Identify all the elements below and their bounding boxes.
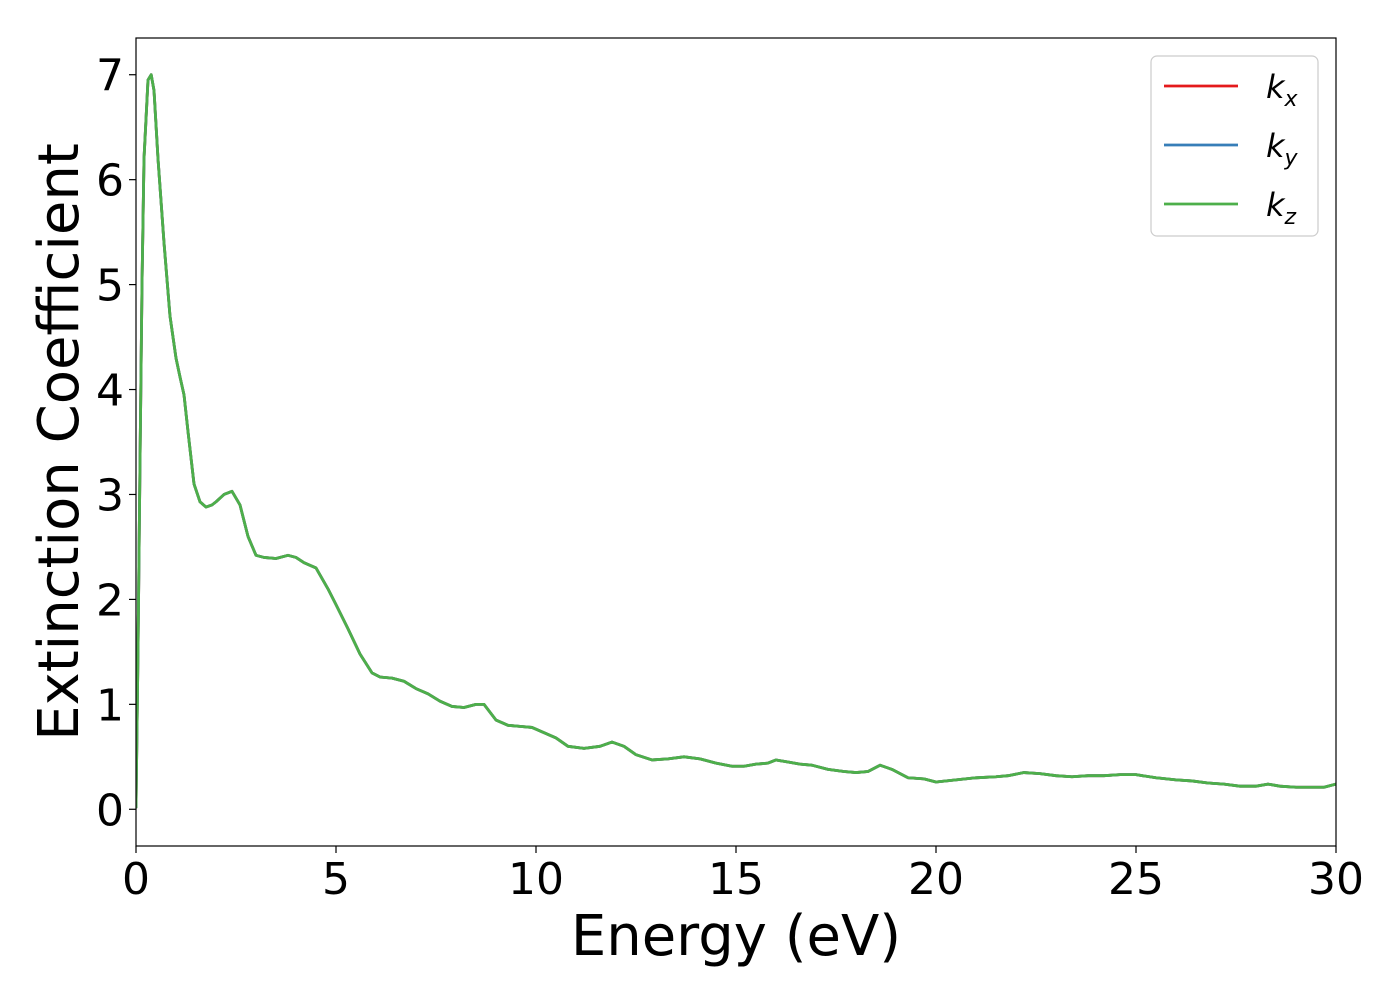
x-axis-ticks: 0 5 10 15 20 25 30 <box>122 846 1364 905</box>
x-tick-label: 10 <box>508 854 564 905</box>
legend-label-z: kz <box>1266 186 1297 230</box>
legend-label-y: ky <box>1266 127 1299 171</box>
x-tick-label: 25 <box>1108 854 1164 905</box>
x-tick-label: 20 <box>908 854 964 905</box>
x-tick-label: 30 <box>1308 854 1364 905</box>
x-tick-label: 5 <box>322 854 350 905</box>
x-axis-title: Energy (eV) <box>571 904 901 969</box>
y-tick-label: 6 <box>96 156 124 207</box>
legend-label-x: kx <box>1266 68 1299 112</box>
y-tick-label: 7 <box>96 51 124 102</box>
x-tick-label: 0 <box>122 854 150 905</box>
y-tick-label: 1 <box>96 680 124 731</box>
legend: kx ky kz <box>1150 55 1319 237</box>
x-tick-label: 15 <box>708 854 764 905</box>
y-axis-ticks: 0 1 2 3 4 5 6 7 <box>96 51 136 836</box>
plot-layer <box>136 73 1336 809</box>
series-line-z <box>136 73 1336 809</box>
y-tick-label: 0 <box>96 785 124 836</box>
y-tick-label: 4 <box>96 366 124 417</box>
y-axis-title: Extinction Coefficient <box>27 143 92 741</box>
y-tick-label: 3 <box>96 470 124 521</box>
y-tick-label: 5 <box>96 261 124 312</box>
y-tick-label: 2 <box>96 575 124 626</box>
